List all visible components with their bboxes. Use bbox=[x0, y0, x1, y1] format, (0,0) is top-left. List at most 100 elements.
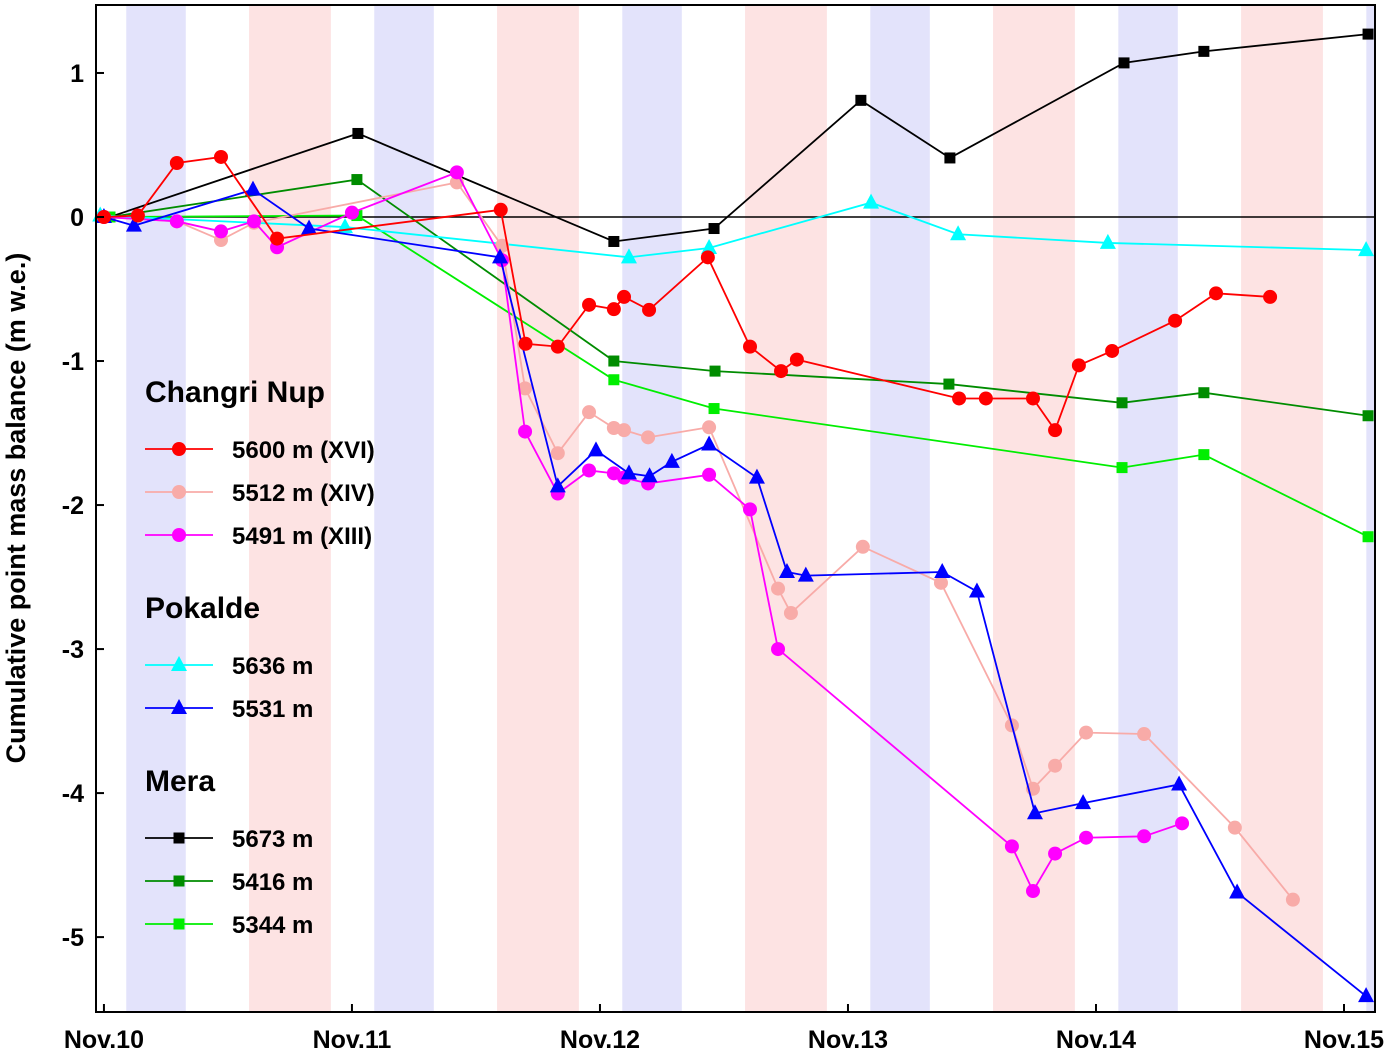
legend-marker bbox=[171, 656, 187, 671]
legend: Changri Nup 5600 m (XVI) 5512 m (XIV) 5491 … bbox=[145, 376, 375, 939]
data-point bbox=[608, 374, 620, 386]
winter-band bbox=[870, 5, 930, 1012]
data-point bbox=[1227, 820, 1242, 835]
data-point bbox=[608, 235, 620, 247]
legend-marker bbox=[172, 485, 186, 499]
x-tick-label: Nov.12 bbox=[560, 1026, 640, 1054]
y-tick-label: -2 bbox=[62, 492, 84, 520]
data-point bbox=[783, 606, 798, 621]
monsoon-band bbox=[249, 5, 331, 1012]
data-point bbox=[301, 219, 318, 235]
data-point bbox=[855, 94, 867, 106]
data-point bbox=[774, 364, 789, 379]
data-point bbox=[492, 248, 509, 264]
legend-label: 5636 m bbox=[232, 653, 313, 680]
data-point bbox=[1105, 343, 1120, 358]
data-point bbox=[1116, 397, 1128, 409]
data-point bbox=[855, 539, 870, 554]
y-tick-label: -4 bbox=[62, 780, 84, 808]
monsoon-band bbox=[497, 5, 579, 1012]
series-5531-m bbox=[95, 180, 1375, 1003]
data-point bbox=[582, 463, 597, 478]
season-bands bbox=[126, 5, 1375, 1012]
y-tick-label: -3 bbox=[62, 636, 84, 664]
data-point bbox=[701, 238, 718, 254]
data-point bbox=[944, 152, 956, 164]
legend-marker bbox=[173, 875, 185, 887]
data-point bbox=[1025, 884, 1040, 899]
data-point bbox=[943, 378, 955, 390]
data-point bbox=[702, 467, 717, 482]
data-point bbox=[1358, 987, 1375, 1003]
y-axis-label: Cumulative point mass balance (m w.e.) bbox=[1, 253, 31, 764]
data-point bbox=[1118, 57, 1130, 69]
data-point bbox=[1048, 423, 1063, 438]
data-point bbox=[709, 365, 721, 377]
data-point bbox=[708, 223, 720, 235]
data-point bbox=[702, 420, 717, 435]
data-point bbox=[1137, 727, 1152, 742]
series-line bbox=[100, 201, 1367, 259]
data-point bbox=[1198, 45, 1210, 57]
winter-band bbox=[1366, 5, 1375, 1012]
legend-marker bbox=[171, 699, 187, 714]
data-point bbox=[246, 214, 261, 229]
data-point bbox=[641, 467, 658, 483]
data-point bbox=[620, 248, 637, 264]
series-line bbox=[103, 181, 1294, 901]
monsoon-band bbox=[1241, 5, 1323, 1012]
data-point bbox=[213, 224, 228, 239]
x-tick-label: Nov.11 bbox=[313, 1026, 392, 1054]
data-point bbox=[968, 582, 985, 598]
data-point bbox=[1026, 804, 1043, 820]
data-point bbox=[1362, 410, 1374, 422]
data-point bbox=[550, 446, 565, 461]
data-point bbox=[620, 464, 637, 480]
data-point bbox=[617, 423, 632, 438]
data-point bbox=[130, 208, 145, 223]
legend-label: 5416 m bbox=[232, 869, 313, 896]
data-point bbox=[244, 180, 261, 196]
legend-marker bbox=[173, 918, 185, 930]
data-point bbox=[743, 502, 758, 517]
legend-group-title: Changri Nup bbox=[145, 376, 325, 409]
data-point bbox=[169, 155, 184, 170]
data-point bbox=[642, 302, 657, 317]
plot-frame bbox=[95, 4, 1376, 1013]
series-layer bbox=[92, 28, 1375, 1003]
data-point bbox=[125, 216, 142, 232]
data-point bbox=[1358, 241, 1375, 257]
axes: Nov.10 Nov.11 Nov.12 Nov.13 Nov.14 Nov.15 1 0 -1… bbox=[62, 60, 1384, 1054]
legend-label: 5491 m (XIII) bbox=[232, 523, 372, 550]
data-point bbox=[701, 435, 718, 451]
winter-band bbox=[126, 5, 186, 1012]
legend-label: 5600 m (XVI) bbox=[232, 437, 375, 464]
y-tick-label: 0 bbox=[70, 204, 84, 232]
data-point bbox=[351, 174, 363, 186]
winter-band bbox=[374, 5, 434, 1012]
data-point bbox=[1048, 846, 1063, 861]
data-point bbox=[550, 339, 565, 354]
data-point bbox=[1229, 883, 1246, 899]
legend-label: 5344 m bbox=[232, 912, 313, 939]
x-tick-label: Nov.15 bbox=[1304, 1026, 1384, 1054]
series-5636-m bbox=[92, 193, 1375, 264]
data-point bbox=[617, 289, 632, 304]
data-point bbox=[1025, 391, 1040, 406]
series-line bbox=[109, 178, 1369, 417]
data-point bbox=[708, 403, 720, 415]
data-point bbox=[748, 468, 765, 484]
data-point bbox=[1079, 830, 1094, 845]
y-tick-label: 1 bbox=[70, 60, 84, 88]
winter-band bbox=[1118, 5, 1178, 1012]
x-tick-label: Nov.14 bbox=[1056, 1026, 1136, 1054]
data-point bbox=[950, 225, 967, 241]
monsoon-band bbox=[993, 5, 1075, 1012]
data-point bbox=[449, 165, 464, 180]
data-point bbox=[549, 477, 566, 493]
data-point bbox=[1048, 758, 1063, 773]
legend-label: 5673 m bbox=[232, 826, 313, 853]
data-point bbox=[1362, 28, 1374, 40]
x-tick-label: Nov.13 bbox=[808, 1026, 888, 1054]
